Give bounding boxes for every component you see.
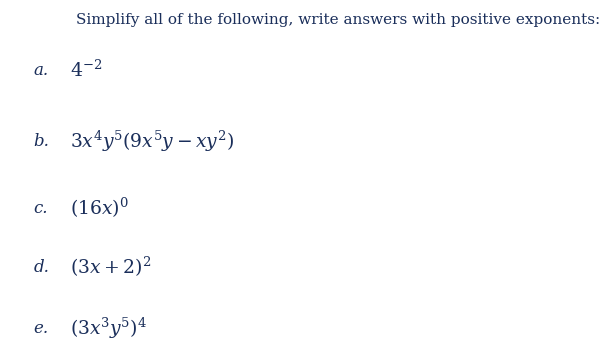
- Text: a.: a.: [33, 61, 49, 79]
- Text: d.: d.: [33, 259, 49, 276]
- Text: $(3x^3y^5)^4$: $(3x^3y^5)^4$: [70, 316, 147, 341]
- Text: $(16x)^0$: $(16x)^0$: [70, 196, 128, 220]
- Text: c.: c.: [33, 200, 48, 217]
- Text: b.: b.: [33, 133, 49, 150]
- Text: Simplify all of the following, write answers with positive exponents:: Simplify all of the following, write ans…: [76, 13, 600, 27]
- Text: $4^{-2}$: $4^{-2}$: [70, 59, 102, 81]
- Text: e.: e.: [33, 320, 49, 337]
- Text: $3x^4y^5(9x^5y-xy^2)$: $3x^4y^5(9x^5y-xy^2)$: [70, 129, 234, 154]
- Text: $(3x+2)^2$: $(3x+2)^2$: [70, 256, 151, 279]
